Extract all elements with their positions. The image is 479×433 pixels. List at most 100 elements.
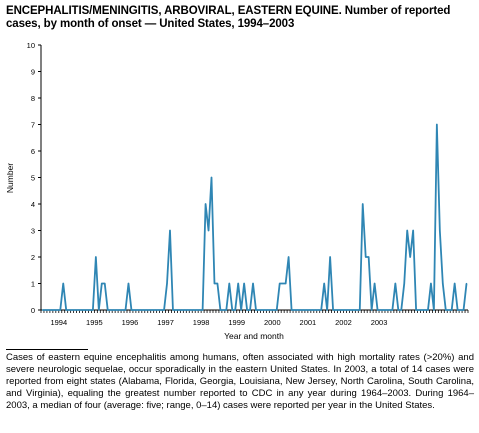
data-point: [113, 309, 115, 311]
data-point: [139, 309, 141, 311]
data-point: [199, 309, 201, 311]
data-point: [148, 309, 150, 311]
data-point: [116, 309, 118, 311]
data-point: [92, 309, 94, 311]
data-point: [142, 309, 144, 311]
data-point: [255, 309, 257, 311]
data-point: [44, 309, 47, 311]
y-axis-label: Number: [5, 163, 15, 193]
data-point: [204, 203, 207, 205]
data-point: [234, 309, 236, 311]
data-point: [424, 309, 426, 311]
data-point: [124, 309, 127, 311]
y-tick-label: 7: [31, 121, 35, 130]
data-point: [445, 309, 447, 311]
data-point: [403, 282, 405, 285]
data-point: [187, 309, 189, 311]
data-point: [362, 203, 364, 205]
data-point: [216, 282, 219, 285]
data-point: [412, 229, 414, 232]
data-point: [71, 309, 73, 311]
data-point: [222, 309, 224, 311]
data-point: [299, 309, 302, 311]
data-point: [273, 309, 275, 311]
data-point: [157, 309, 159, 311]
data-point: [228, 282, 230, 285]
x-tick-label-year: 1995: [86, 318, 103, 327]
data-point: [356, 309, 358, 311]
data-point: [388, 309, 391, 311]
data-point: [397, 309, 399, 311]
data-point: [344, 309, 346, 311]
chart-title-bold: ENCEPHALITIS/MENINGITIS, ARBOVIRAL, EAST…: [6, 5, 342, 17]
data-point: [409, 256, 411, 258]
data-point: [160, 309, 162, 311]
data-point: [207, 229, 210, 232]
data-point: [314, 309, 316, 311]
y-tick-label: 4: [31, 200, 35, 209]
y-tick-label: 6: [31, 147, 35, 156]
data-point: [421, 309, 423, 311]
data-point: [326, 309, 328, 311]
footnote-divider: [6, 349, 88, 350]
x-tick-label-year: 1997: [157, 318, 174, 327]
data-point: [347, 309, 349, 311]
data-point: [282, 282, 284, 285]
data-point: [145, 309, 147, 311]
data-point: [110, 309, 112, 311]
data-point: [178, 309, 180, 311]
data-point: [151, 309, 153, 311]
data-point: [465, 282, 468, 285]
data-point: [154, 309, 156, 311]
data-point: [267, 309, 269, 311]
data-point: [261, 309, 263, 311]
data-point: [166, 282, 168, 285]
data-point: [225, 309, 227, 311]
data-point: [237, 282, 239, 285]
data-point: [442, 282, 444, 285]
data-point: [323, 282, 325, 285]
footnote-text: Cases of eastern equine encephalitis amo…: [6, 352, 474, 411]
data-point: [127, 282, 130, 285]
data-point: [172, 309, 174, 311]
data-point: [184, 309, 186, 311]
data-point: [457, 309, 459, 311]
data-point: [196, 309, 198, 311]
y-tick-label: 3: [31, 227, 35, 236]
data-point: [338, 309, 340, 311]
data-point: [350, 309, 352, 311]
y-tick-label: 8: [31, 94, 35, 103]
data-point: [50, 309, 52, 311]
y-axis: 0 1 2 3 4 5 6 7 8 9 10: [27, 41, 42, 315]
data-point: [86, 309, 88, 311]
data-point: [104, 282, 106, 285]
data-point: [249, 309, 251, 311]
x-axis: 1994 1995 1996 1997 1998 1999 2000 2001 2002 2003: [40, 309, 469, 327]
data-point: [382, 309, 385, 311]
data-point: [270, 309, 272, 311]
data-point: [77, 309, 79, 311]
data-point: [341, 309, 343, 311]
chart-title-rest: Number of reported cases, by month of on…: [6, 5, 451, 30]
data-point: [308, 309, 310, 311]
data-point: [136, 309, 138, 311]
data-point: [252, 282, 254, 285]
data-point: [190, 309, 192, 311]
data-point: [181, 309, 183, 311]
y-tick-label: 1: [31, 280, 35, 289]
data-point: [448, 309, 450, 311]
data-point: [427, 309, 429, 311]
data-point: [385, 309, 388, 311]
data-point: [130, 309, 133, 311]
data-point: [243, 282, 245, 285]
data-point: [418, 309, 420, 311]
data-point: [400, 309, 402, 311]
data-point: [436, 123, 438, 126]
data-point: [133, 309, 136, 311]
data-point: [163, 309, 165, 311]
series-line: [42, 123, 468, 311]
x-tick-label-year: 2000: [264, 318, 281, 327]
data-point: [379, 309, 382, 311]
x-tick-label-year: 1999: [228, 318, 245, 327]
x-axis-label: Year and month: [224, 331, 284, 341]
